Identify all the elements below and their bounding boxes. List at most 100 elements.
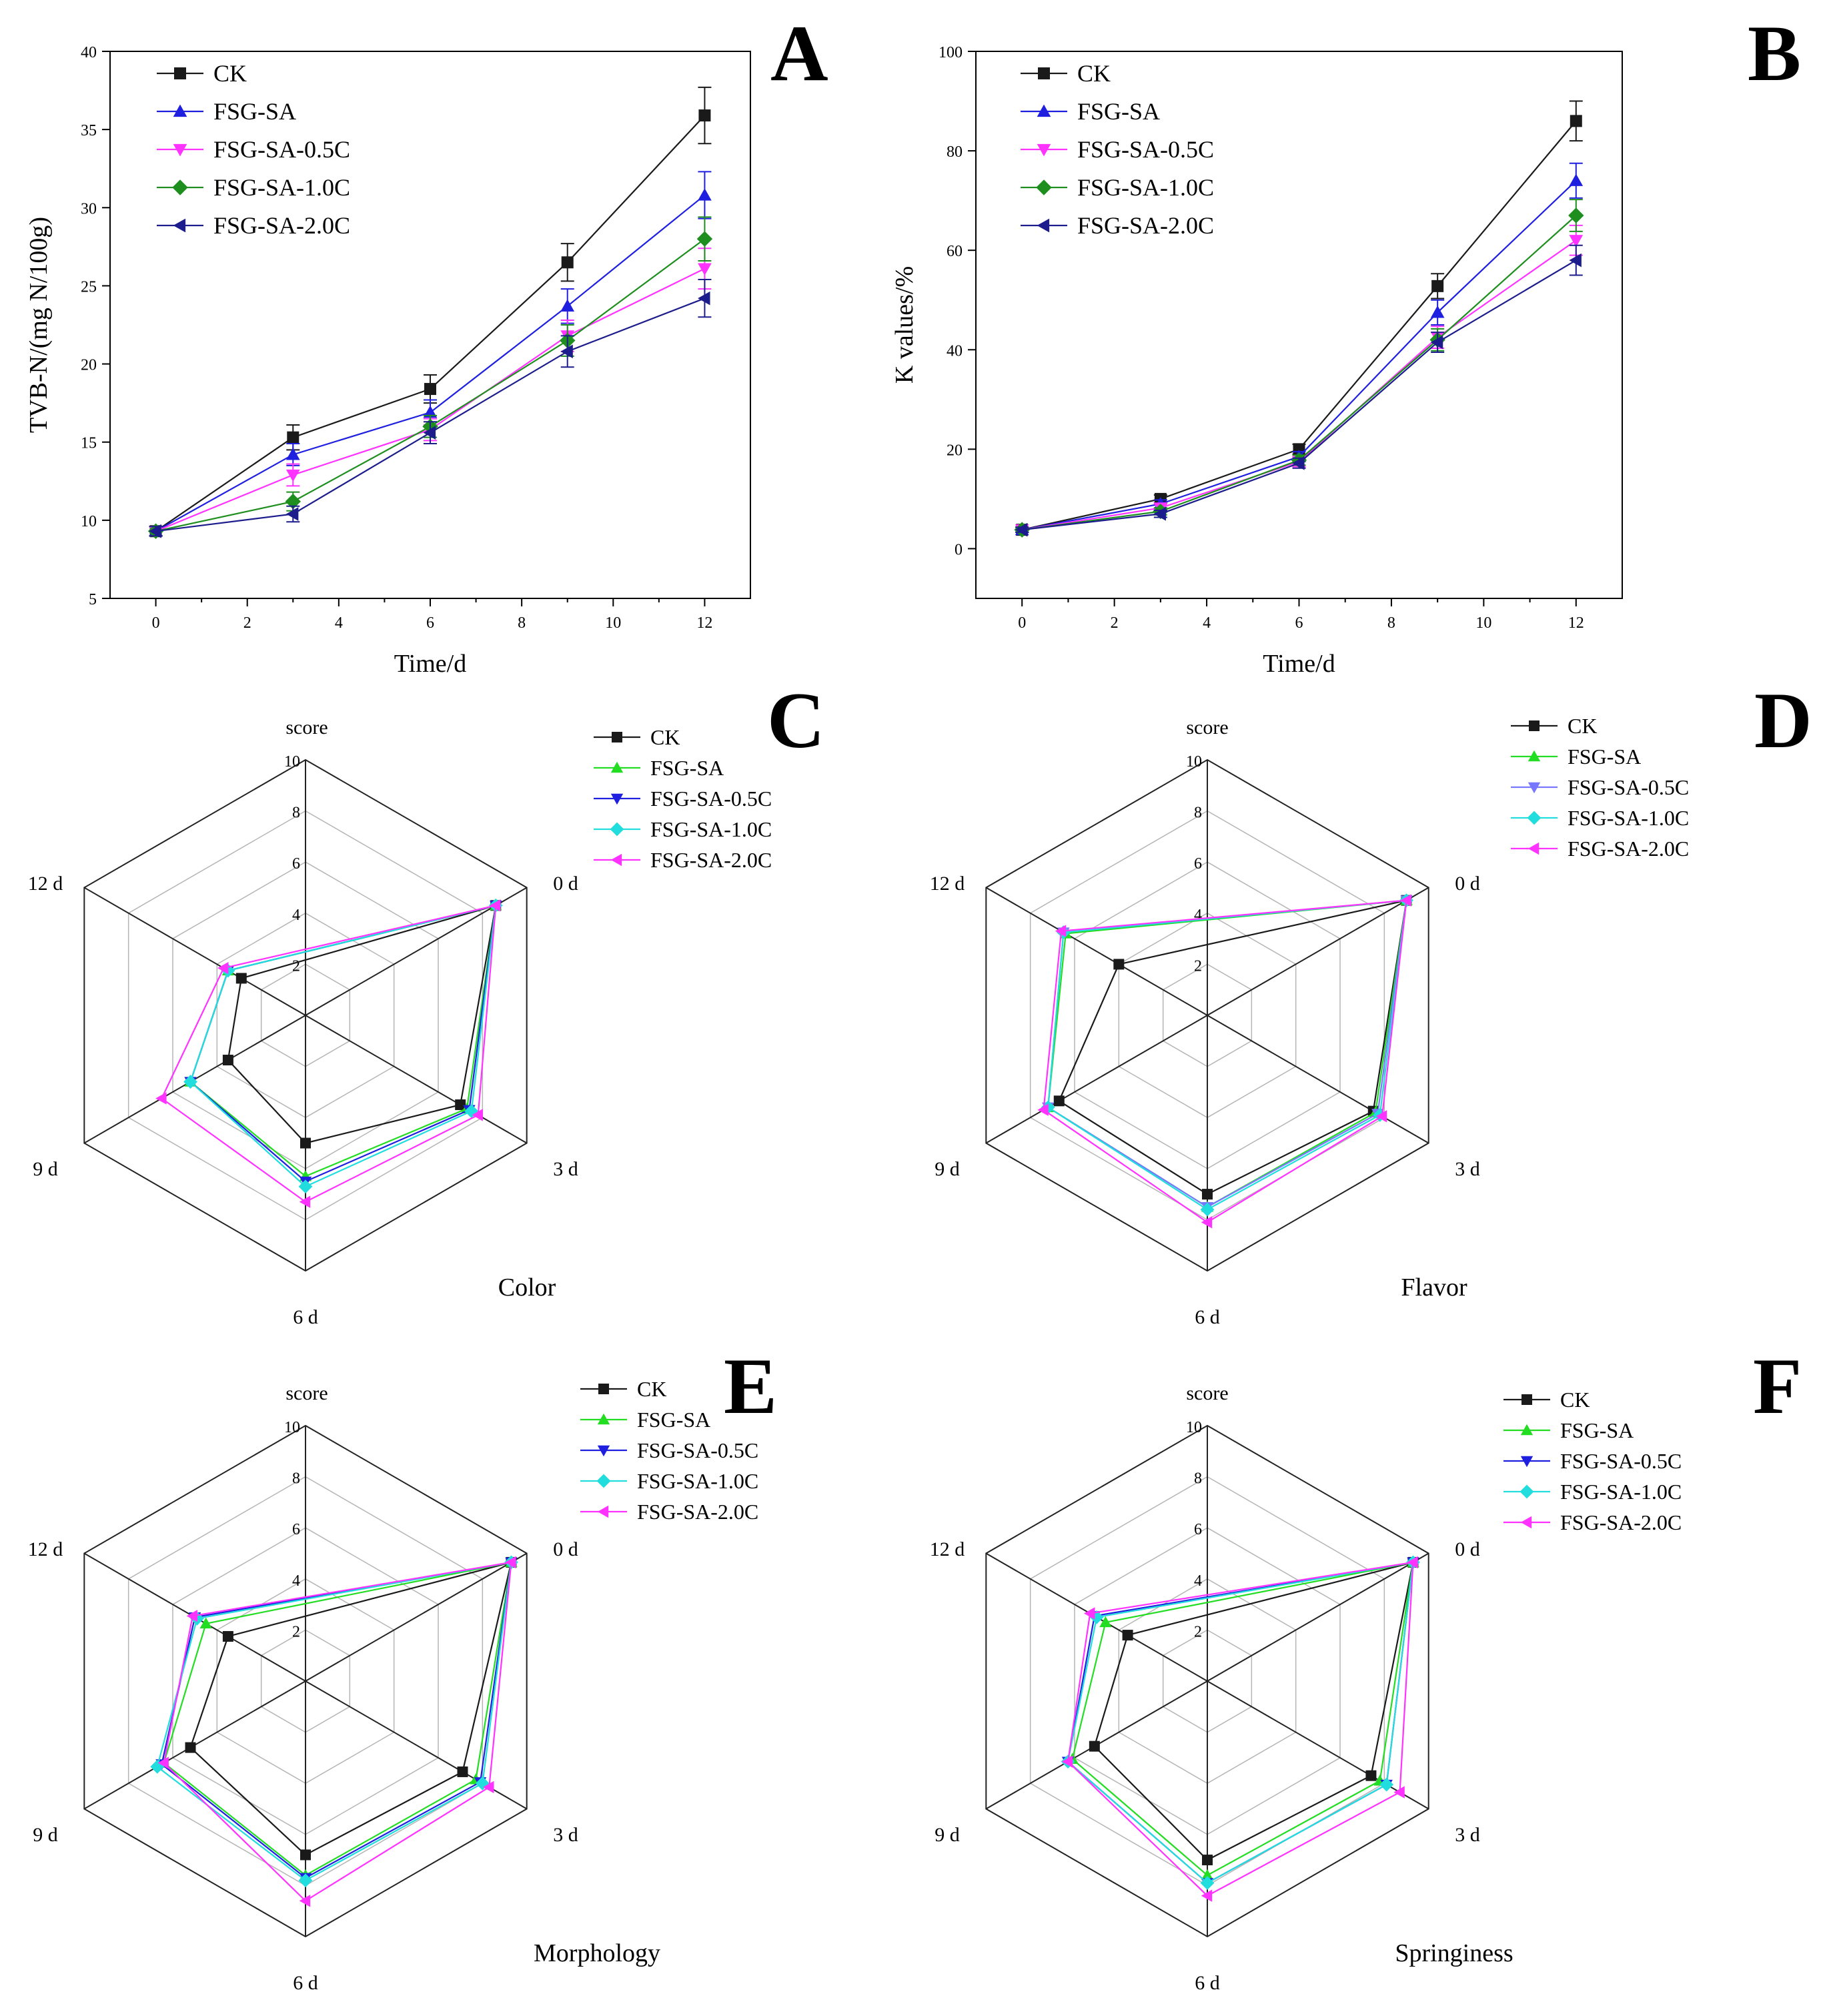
legend-label: FSG-SA [637, 1408, 710, 1432]
data-point-FSG-SA-0.5C [1569, 235, 1584, 247]
series-line-FSG-SA [155, 194, 706, 532]
radar-point-FSG-SA-2.0C [483, 1781, 494, 1794]
x-tick-label: 2 [1111, 614, 1119, 632]
data-point-FSG-SA-0.5C [698, 263, 712, 276]
radar-series-CK [1058, 899, 1407, 1195]
data-point-CK [1570, 115, 1582, 127]
legend-label: FSG-SA-1.0C [1560, 1480, 1682, 1504]
radar-point-CK [1202, 1855, 1213, 1866]
x-tick-label: 6 [1295, 614, 1303, 632]
radar-point-FSG-SA-2.0C [299, 1895, 311, 1907]
panel-letter: F [1753, 1342, 1802, 1430]
category-label: 12 d [930, 1538, 965, 1560]
data-point-FSG-SA [285, 448, 300, 460]
category-label: 9 d [935, 1158, 960, 1180]
legend-marker [1529, 720, 1540, 731]
category-label: 0 d [1455, 1538, 1480, 1560]
category-label: 3 d [553, 1824, 578, 1846]
radar-point-FSG-SA-2.0C [157, 1756, 169, 1769]
radar-series-FSG-SA-0.5C [189, 904, 497, 1183]
y-tick-label: 35 [81, 122, 97, 139]
legend-label: FSG-SA-0.5C [1568, 775, 1689, 799]
data-point-CK [424, 383, 436, 396]
radar-point-FSG-SA-2.0C [155, 1092, 167, 1105]
radar-point-FSG-SA-2.0C [1037, 1103, 1049, 1116]
x-tick-label: 4 [1203, 614, 1211, 632]
legend-marker [610, 822, 624, 837]
category-label: 9 d [33, 1824, 58, 1846]
data-point-FSG-SA-2.0C [423, 426, 436, 440]
radar-chart-E: 2 4 6 8 10 score 0 d 3 d 6 d 9 d 12 d Morphology E CK… [28, 1342, 777, 1994]
radar-series-FSG-SA-2.0C [1067, 1561, 1414, 1897]
data-point-FSG-SA-2.0C [149, 524, 161, 538]
radial-tick-label: 6 [1194, 855, 1202, 873]
radar-point-CK [300, 1137, 311, 1149]
legend-marker [1520, 1424, 1534, 1436]
radar-series-FSG-SA-1.0C [156, 1561, 512, 1882]
y-tick-label: 80 [947, 143, 963, 161]
radar-point-FSG-SA-2.0C [505, 1556, 516, 1569]
radar-point-FSG-SA-2.0C [186, 1610, 198, 1622]
radar-series-FSG-SA-2.0C [163, 1561, 512, 1902]
radar-spoke [83, 887, 306, 1016]
radial-axis-label: score [1186, 1382, 1228, 1404]
radial-axis-label: score [285, 1382, 328, 1404]
radial-tick-label: 8 [1194, 1470, 1202, 1488]
legend-label: FSG-SA-0.5C [650, 787, 772, 811]
radar-point-CK [1365, 1770, 1377, 1781]
radial-axis-label: score [1186, 716, 1228, 738]
y-tick-label: 5 [89, 591, 97, 608]
legend-marker [596, 1474, 611, 1488]
legend-label: FSG-SA [650, 756, 724, 780]
legend-marker [172, 179, 188, 195]
data-point-FSG-SA [698, 188, 712, 201]
data-point-FSG-SA-1.0C [285, 494, 301, 510]
legend-label: CK [213, 60, 247, 87]
legend-label: CK [1077, 60, 1111, 87]
legend-marker [612, 732, 622, 742]
panel-letter: A [770, 9, 828, 97]
legend-label: FSG-SA-0.5C [213, 136, 350, 163]
radial-tick-label: 6 [1194, 1521, 1202, 1538]
legend-marker [610, 761, 624, 773]
legend-label: CK [1568, 714, 1597, 738]
radar-point-FSG-SA-1.0C [1200, 1202, 1215, 1217]
radar-spoke [985, 887, 1208, 1016]
radar-point-CK [235, 973, 247, 984]
legend-label: FSG-SA-1.0C [637, 1469, 758, 1493]
y-tick-label: 20 [81, 357, 97, 374]
category-label: 6 d [293, 1306, 318, 1328]
legend-label: FSG-SA-0.5C [1077, 136, 1214, 163]
data-point-FSG-SA-2.0C [1153, 506, 1166, 521]
radar-point-CK [1053, 1095, 1065, 1107]
legend-marker [597, 1445, 610, 1457]
radial-tick-label: 4 [292, 907, 300, 924]
category-label: 3 d [553, 1158, 578, 1180]
radial-tick-label: 10 [284, 1419, 300, 1436]
panel-letter: B [1748, 9, 1801, 97]
y-tick-label: 10 [81, 513, 97, 530]
x-tick-label: 8 [1387, 614, 1395, 632]
radar-title: Morphology [534, 1939, 660, 1967]
x-tick-label: 4 [335, 614, 343, 632]
radial-axis-label: score [285, 716, 328, 738]
radial-tick-label: 4 [1194, 1572, 1202, 1590]
radar-point-FSG-SA-1.0C [183, 1075, 197, 1089]
radial-tick-label: 8 [292, 805, 300, 822]
legend-label: FSG-SA-0.5C [1560, 1449, 1682, 1473]
y-tick-label: 40 [947, 342, 963, 360]
x-tick-label: 12 [1568, 614, 1584, 632]
data-point-FSG-SA-2.0C [1292, 456, 1305, 470]
panel-letter: D [1754, 676, 1812, 765]
radar-point-FSG-SA-2.0C [490, 899, 501, 912]
radial-tick-label: 6 [292, 1521, 300, 1538]
y-tick-label: 20 [947, 442, 963, 459]
legend-label: FSG-SA-1.0C [1077, 174, 1214, 201]
radar-point-FSG-SA-2.0C [1084, 1607, 1095, 1620]
radar-series-FSG-SA-1.0C [1047, 899, 1407, 1211]
category-label: 6 d [1195, 1306, 1220, 1328]
radar-point-FSG-SA-1.0C [298, 1873, 313, 1888]
data-point-FSG-SA [560, 299, 575, 312]
radar-point-CK [455, 1099, 466, 1111]
x-tick-label: 8 [518, 614, 526, 632]
